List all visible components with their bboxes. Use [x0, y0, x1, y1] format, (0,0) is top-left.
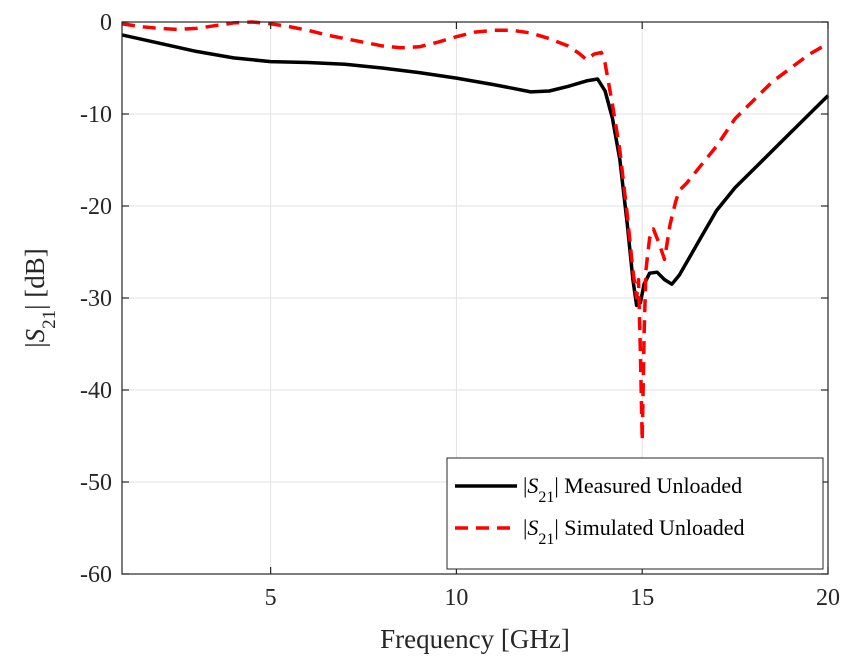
y-tick-label: -30 — [80, 286, 112, 312]
plot-area — [121, 20, 830, 443]
legend-entry-simulated: |S21| Simulated Unloaded — [455, 515, 745, 548]
y-tick-label: -60 — [80, 562, 112, 588]
x-tick-label: 15 — [630, 585, 654, 611]
legend-box — [446, 457, 824, 570]
legend-label-measured: |S21| Measured Unloaded — [523, 473, 742, 506]
y-tick-label: -40 — [80, 378, 112, 404]
y-tick-label: -20 — [80, 194, 112, 220]
x-tick-label: 10 — [444, 585, 468, 611]
legend: |S21| Measured Unloaded |S21| Simulated … — [446, 457, 824, 570]
ticks — [122, 21, 829, 575]
x-tick-label: 20 — [816, 585, 840, 611]
series-simulated-line — [121, 20, 829, 443]
x-axis-title: Frequency [GHz] — [380, 624, 570, 654]
legend-label-simulated: |S21| Simulated Unloaded — [523, 515, 745, 548]
y-axis-title: |S21| [dB] — [20, 248, 60, 348]
x-tick-label: 5 — [265, 585, 277, 611]
series-measured-line — [121, 33, 830, 308]
y-tick-label: -10 — [80, 102, 112, 128]
legend-entry-measured: |S21| Measured Unloaded — [455, 473, 742, 506]
y-tick-label: -50 — [80, 470, 112, 496]
y-tick-label: 0 — [100, 10, 112, 36]
tick-labels: 5 10 15 20 0 -10 -20 -30 -40 -50 -60 — [80, 10, 840, 611]
